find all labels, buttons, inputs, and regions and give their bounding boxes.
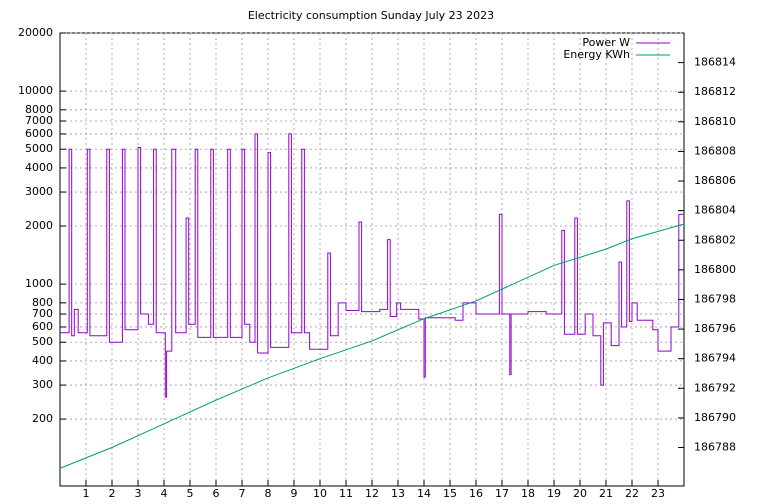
y-tick-label: 2000: [25, 219, 53, 232]
x-tick-label: 7: [239, 487, 246, 500]
x-tick-label: 21: [599, 487, 613, 500]
y-tick-label: 700: [32, 307, 53, 320]
x-tick-label: 16: [469, 487, 483, 500]
y2-tick-label: 186800: [694, 263, 736, 276]
x-tick-label: 18: [521, 487, 535, 500]
x-tick-label: 5: [187, 487, 194, 500]
y-tick-label: 10000: [18, 84, 53, 97]
series-line: [59, 223, 685, 469]
x-tick-label: 17: [495, 487, 509, 500]
y2-tick-label: 186788: [694, 441, 736, 454]
x-tick-label: 13: [391, 487, 405, 500]
y-tick-label: 500: [32, 335, 53, 348]
y2-tick-label: 186812: [694, 85, 736, 98]
legend-label: Energy KWh: [563, 48, 630, 61]
legend-label: Power W: [582, 36, 630, 49]
y2-tick-label: 186804: [694, 204, 736, 217]
y-tick-label: 200: [32, 412, 53, 425]
x-tick-label: 6: [213, 487, 220, 500]
y-tick-label: 4000: [25, 161, 53, 174]
y-tick-label: 3000: [25, 185, 53, 198]
y-tick-label: 800: [32, 296, 53, 309]
y2-tick-label: 186808: [694, 144, 736, 157]
y-tick-label: 300: [32, 378, 53, 391]
x-tick-label: 12: [365, 487, 379, 500]
x-tick-label: 3: [135, 487, 142, 500]
x-tick-label: 10: [313, 487, 327, 500]
x-tick-label: 22: [625, 487, 639, 500]
y2-tick-label: 186794: [694, 352, 736, 365]
x-tick-label: 23: [651, 487, 665, 500]
y-tick-label: 20000: [18, 26, 53, 39]
y-tick-label: 6000: [25, 127, 53, 140]
x-tick-label: 14: [417, 487, 431, 500]
x-tick-label: 4: [161, 487, 168, 500]
y2-tick-label: 186802: [694, 233, 736, 246]
y2-tick-label: 186796: [694, 322, 736, 335]
series-line: [60, 133, 684, 398]
chart-title: Electricity consumption Sunday July 23 2…: [248, 9, 494, 22]
x-tick-label: 9: [291, 487, 298, 500]
x-tick-label: 19: [547, 487, 561, 500]
y2-tick-label: 186792: [694, 381, 736, 394]
x-tick-label: 11: [339, 487, 353, 500]
y-tick-label: 8000: [25, 103, 53, 116]
y-tick-label: 5000: [25, 142, 53, 155]
y-tick-label: 400: [32, 354, 53, 367]
x-tick-label: 2: [109, 487, 116, 500]
y2-tick-label: 186790: [694, 411, 736, 424]
x-tick-label: 8: [265, 487, 272, 500]
y-tick-label: 600: [32, 320, 53, 333]
x-tick-label: 20: [573, 487, 587, 500]
y-tick-label: 7000: [25, 114, 53, 127]
x-tick-label: 15: [443, 487, 457, 500]
y2-tick-label: 186798: [694, 292, 736, 305]
x-tick-label: 1: [83, 487, 90, 500]
y-tick-label: 1000: [25, 277, 53, 290]
y2-tick-label: 186810: [694, 115, 736, 128]
y2-tick-label: 186814: [694, 56, 736, 69]
y2-tick-label: 186806: [694, 174, 736, 187]
